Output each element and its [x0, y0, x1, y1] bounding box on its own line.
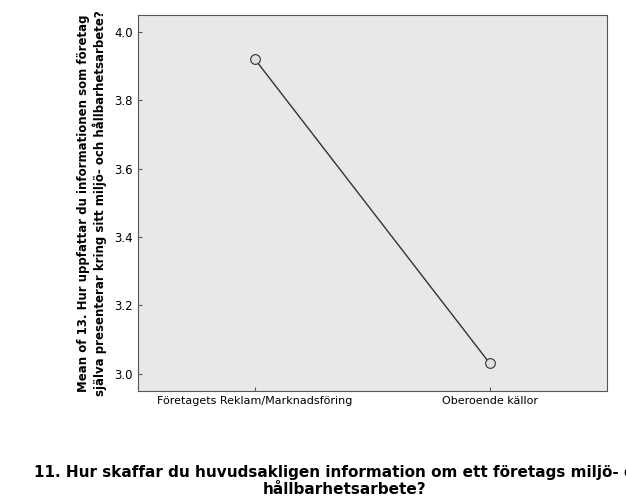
Text: 11. Hur skaffar du huvudsakligen information om ett företags miljö- och
hållbarh: 11. Hur skaffar du huvudsakligen informa…: [34, 465, 626, 497]
Y-axis label: Mean of 13. Hur uppfattar du informationen som företag
själva presenterar kring : Mean of 13. Hur uppfattar du information…: [78, 10, 107, 396]
